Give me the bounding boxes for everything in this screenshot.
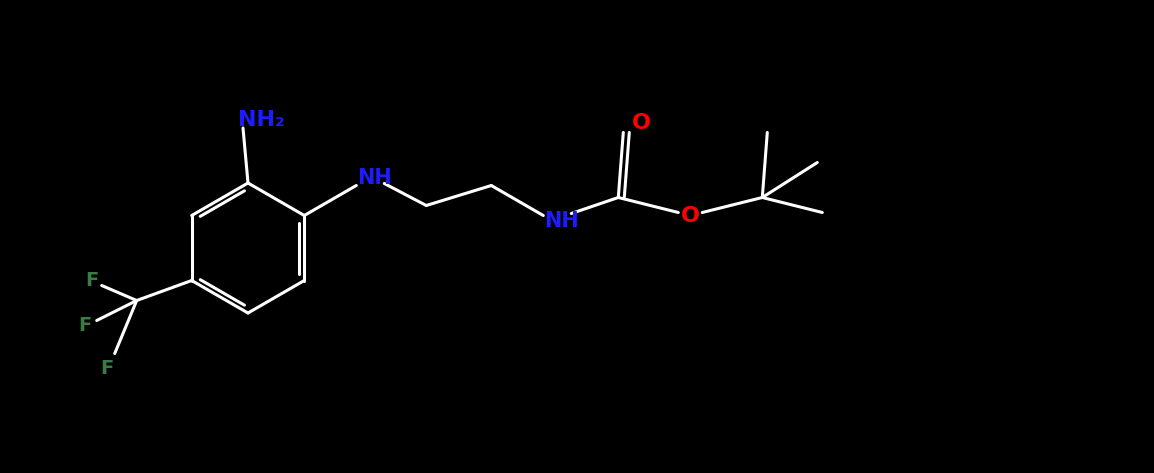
Text: F: F (85, 271, 98, 290)
Text: NH₂: NH₂ (238, 110, 284, 130)
Text: F: F (78, 316, 91, 335)
Text: F: F (100, 359, 113, 378)
Text: NH: NH (544, 210, 578, 230)
Text: O: O (631, 113, 651, 132)
Text: NH: NH (357, 167, 391, 187)
Text: O: O (681, 205, 699, 226)
